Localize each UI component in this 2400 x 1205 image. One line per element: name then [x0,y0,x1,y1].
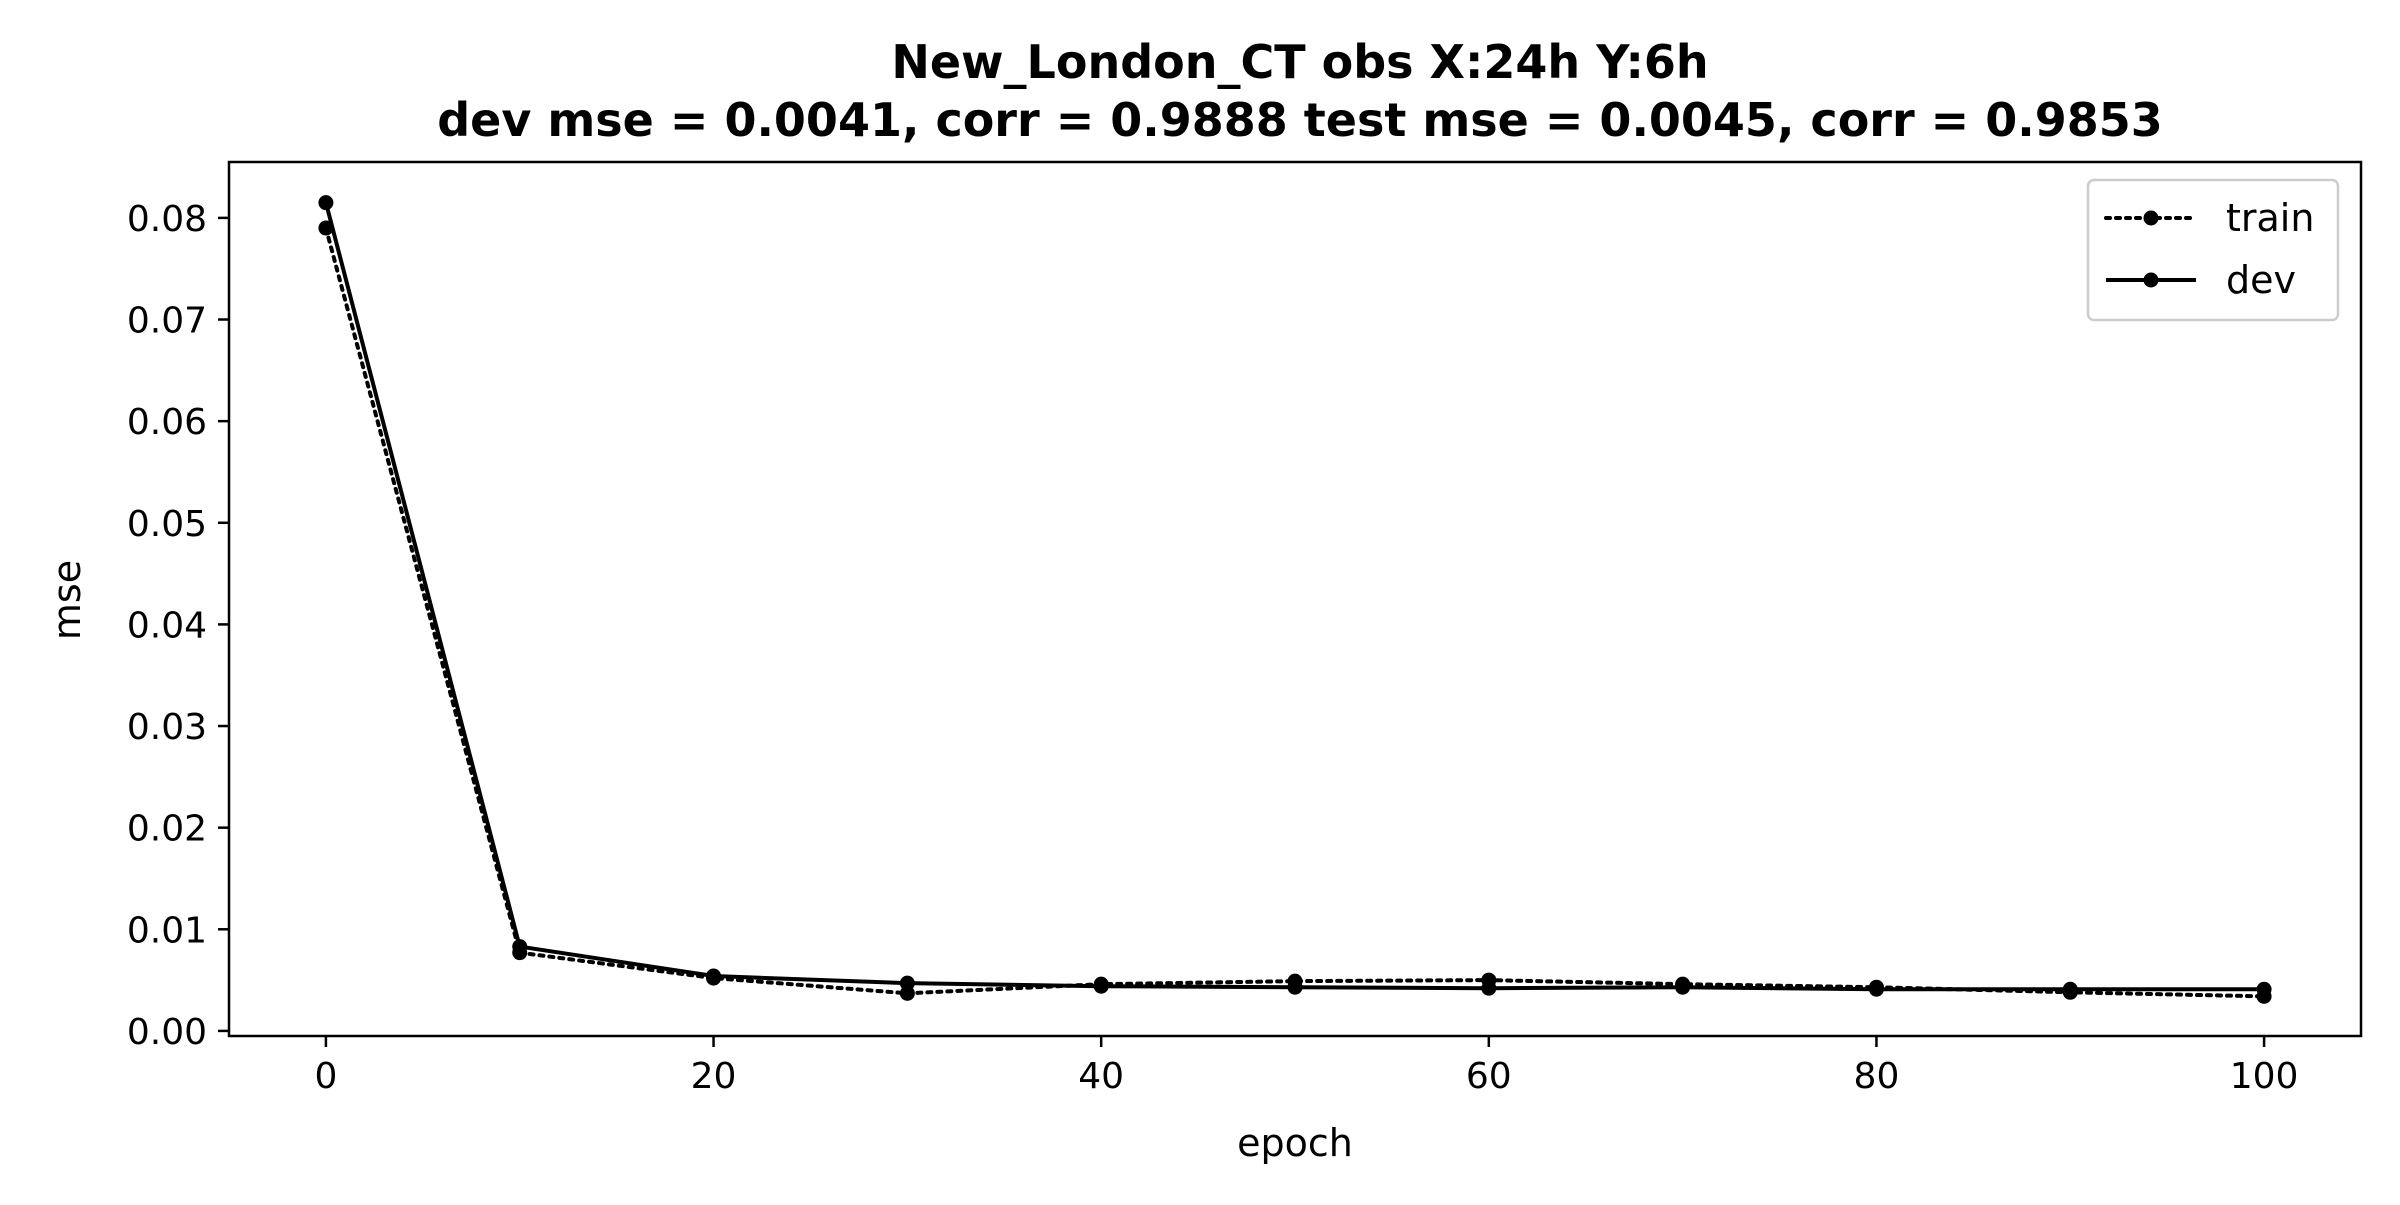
x-tick-label: 60 [1466,1056,1512,1097]
y-axis: 0.00 0.01 0.02 0.03 0.04 0.05 0.06 0.07 0.08 [127,199,229,1053]
x-tick-label: 80 [1854,1056,1900,1097]
x-tick-label: 20 [691,1056,737,1097]
x-axis: 0 20 40 60 80 100 [314,1036,2298,1097]
x-axis-label: epoch [1237,1121,1353,1165]
data-point-dev [512,939,528,955]
y-tick-label: 0.07 [127,301,207,342]
legend-label-dev: dev [2226,258,2296,302]
data-point-dev [1287,979,1303,995]
x-tick-label: 0 [314,1056,337,1097]
data-point-dev [2062,981,2078,997]
y-axis-label: mse [45,560,89,640]
y-tick-label: 0.08 [127,199,207,240]
legend: train dev [2086,178,2340,322]
legend-marker-train [2143,210,2159,226]
data-point-dev [2256,981,2272,997]
plot-area [318,195,2272,1004]
y-tick-label: 0.00 [127,1012,207,1053]
chart-title: New_London_CT obs X:24h Y:6h [891,35,1708,89]
data-point-dev [1868,981,1884,997]
plot-frame [227,160,2363,1038]
y-tick-label: 0.02 [127,809,207,850]
legend-label-train: train [2226,196,2314,240]
data-point-dev [318,195,334,211]
y-tick-label: 0.06 [127,402,207,443]
series-line-train [323,226,2267,999]
chart-subtitle: dev mse = 0.0041, corr = 0.9888 test mse… [437,93,2163,147]
x-tick-label: 40 [1078,1056,1124,1097]
legend-marker-dev [2143,272,2159,288]
y-tick-label: 0.05 [127,504,207,545]
y-tick-label: 0.03 [127,707,207,748]
data-point-dev [706,968,722,984]
data-point-dev [1675,979,1691,995]
series-line-dev [323,202,2265,992]
y-tick-label: 0.01 [127,910,207,951]
y-tick-label: 0.04 [127,605,207,646]
x-tick-label: 100 [2230,1056,2299,1097]
data-point-dev [1093,978,1109,994]
data-point-dev [899,975,915,991]
data-point-dev [1481,980,1497,996]
